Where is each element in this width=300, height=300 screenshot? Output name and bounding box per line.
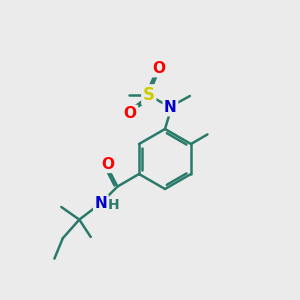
- Text: S: S: [143, 86, 155, 104]
- Text: N: N: [94, 196, 107, 211]
- Text: O: O: [124, 106, 137, 121]
- Text: O: O: [101, 157, 114, 172]
- Text: O: O: [152, 61, 165, 76]
- Text: N: N: [164, 100, 177, 115]
- Text: H: H: [107, 198, 119, 212]
